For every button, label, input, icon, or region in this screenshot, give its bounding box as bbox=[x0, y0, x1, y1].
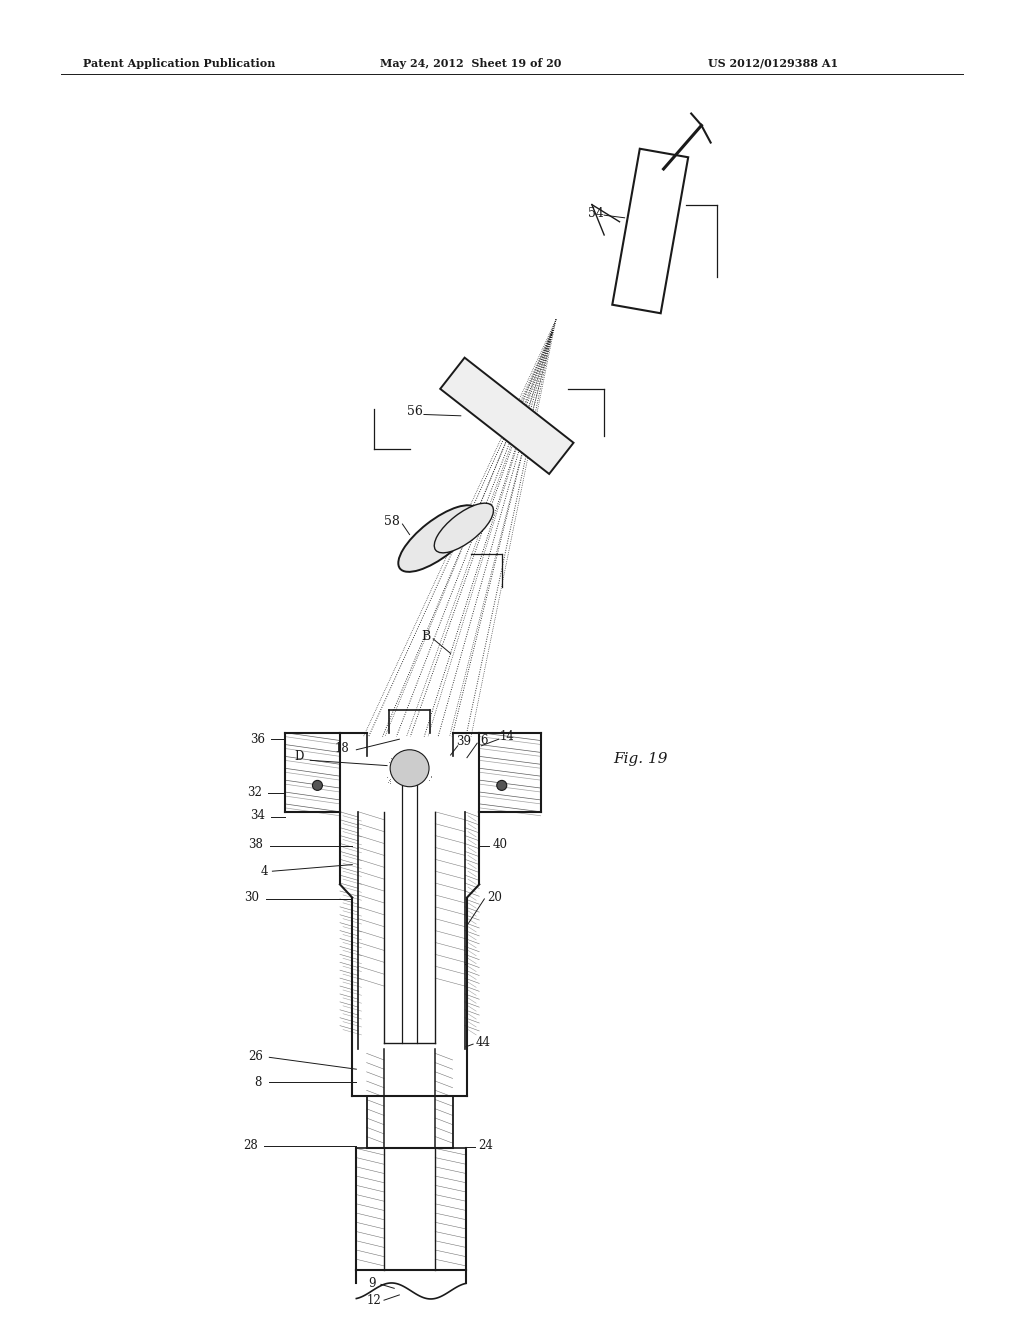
Ellipse shape bbox=[390, 750, 429, 787]
Text: 6: 6 bbox=[480, 734, 488, 747]
Text: 28: 28 bbox=[244, 1139, 258, 1152]
Text: Fig. 19: Fig. 19 bbox=[612, 752, 668, 766]
Text: 9: 9 bbox=[368, 1276, 376, 1290]
Text: 32: 32 bbox=[248, 785, 262, 799]
Text: 14: 14 bbox=[500, 730, 514, 743]
Text: 58: 58 bbox=[384, 515, 400, 528]
Text: 56: 56 bbox=[407, 405, 423, 418]
Text: 4: 4 bbox=[260, 865, 268, 878]
Ellipse shape bbox=[398, 506, 478, 572]
Polygon shape bbox=[440, 358, 573, 474]
Text: May 24, 2012  Sheet 19 of 20: May 24, 2012 Sheet 19 of 20 bbox=[380, 58, 562, 69]
Text: 36: 36 bbox=[251, 733, 265, 746]
Circle shape bbox=[497, 780, 507, 791]
Text: 18: 18 bbox=[335, 742, 349, 755]
Text: 44: 44 bbox=[476, 1036, 490, 1049]
Text: 39: 39 bbox=[457, 735, 471, 748]
Text: 12: 12 bbox=[367, 1294, 381, 1307]
Text: 34: 34 bbox=[251, 809, 265, 822]
Text: D: D bbox=[294, 750, 304, 763]
Text: B: B bbox=[421, 630, 431, 643]
Text: US 2012/0129388 A1: US 2012/0129388 A1 bbox=[708, 58, 839, 69]
Text: 20: 20 bbox=[487, 891, 502, 904]
Text: 8: 8 bbox=[254, 1076, 262, 1089]
Text: 30: 30 bbox=[245, 891, 259, 904]
Text: 38: 38 bbox=[249, 838, 263, 851]
Ellipse shape bbox=[434, 503, 494, 553]
Circle shape bbox=[312, 780, 323, 791]
Text: 40: 40 bbox=[493, 838, 507, 851]
Text: 26: 26 bbox=[249, 1049, 263, 1063]
Text: 54: 54 bbox=[588, 207, 604, 220]
Text: Patent Application Publication: Patent Application Publication bbox=[83, 58, 275, 69]
Text: 24: 24 bbox=[478, 1139, 493, 1152]
